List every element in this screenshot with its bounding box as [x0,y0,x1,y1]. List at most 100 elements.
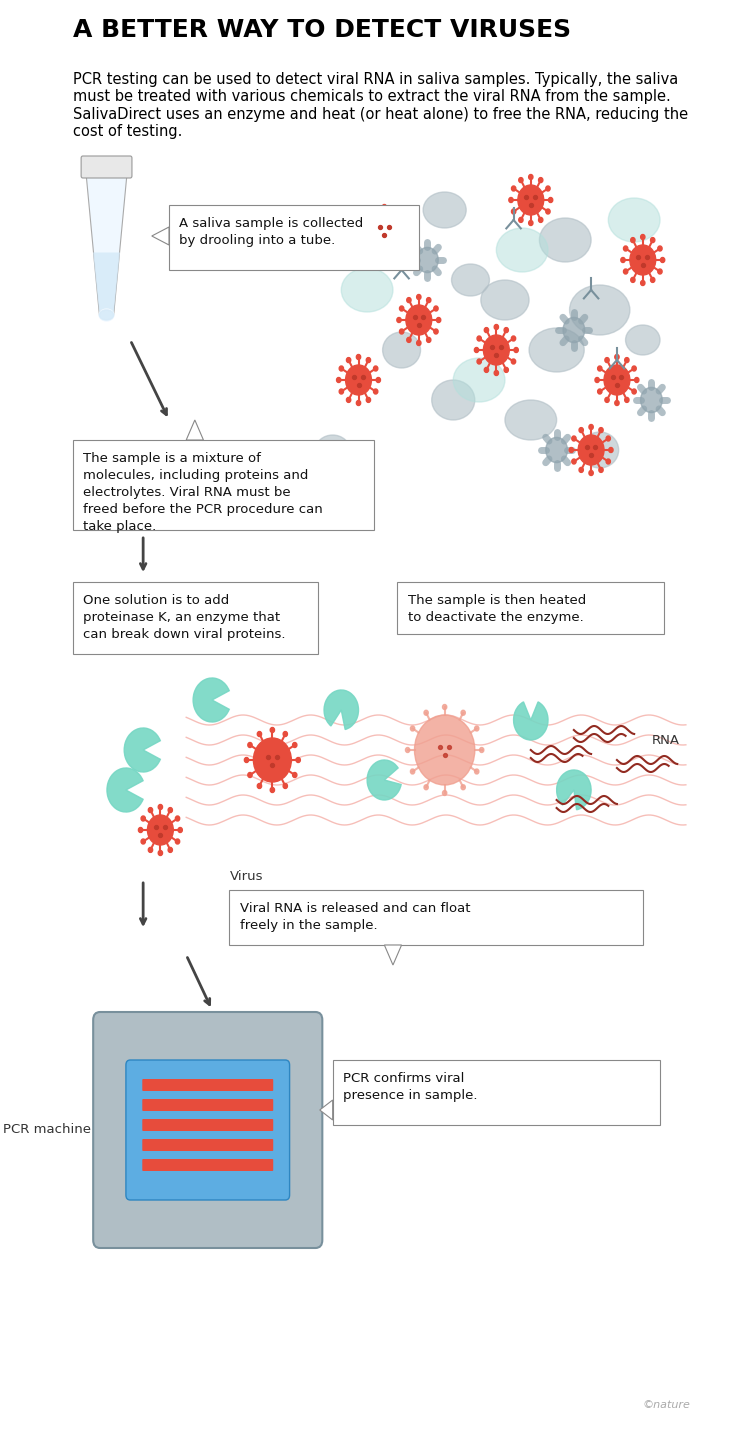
Ellipse shape [382,332,421,368]
Circle shape [623,269,628,274]
Circle shape [475,348,478,352]
Circle shape [658,269,662,274]
Circle shape [417,341,421,345]
Circle shape [609,448,613,453]
Text: ©nature: ©nature [642,1400,690,1411]
Circle shape [494,371,499,375]
Circle shape [563,318,585,342]
Ellipse shape [505,400,556,440]
Circle shape [589,424,593,430]
Circle shape [417,295,421,299]
Point [409,305,421,328]
Ellipse shape [423,192,466,228]
Circle shape [357,355,360,359]
Circle shape [569,448,574,453]
Circle shape [641,388,662,412]
Circle shape [363,228,366,232]
Circle shape [248,743,252,748]
Circle shape [631,278,635,282]
Point [383,216,395,239]
Circle shape [631,238,635,242]
Circle shape [147,815,173,845]
Circle shape [372,248,376,252]
FancyBboxPatch shape [81,156,132,178]
FancyBboxPatch shape [333,1060,660,1126]
Circle shape [621,258,625,262]
Circle shape [410,726,415,730]
Ellipse shape [608,198,660,242]
Circle shape [417,248,439,272]
Circle shape [270,788,275,792]
Wedge shape [556,770,591,809]
Circle shape [382,251,387,255]
Circle shape [484,328,489,332]
Circle shape [480,748,484,752]
Circle shape [293,743,297,748]
Point [520,186,532,209]
Circle shape [176,839,179,843]
Ellipse shape [99,309,113,319]
Point [348,365,360,388]
Circle shape [382,205,387,209]
Point [641,245,653,268]
Circle shape [392,248,397,252]
Point [150,816,162,839]
Circle shape [178,828,182,832]
Point [417,305,429,328]
Circle shape [293,772,297,778]
Circle shape [283,732,288,736]
Circle shape [427,338,431,342]
Circle shape [461,785,466,789]
Circle shape [336,378,341,382]
Point [443,736,455,759]
Point [607,365,619,388]
Point [525,193,537,216]
Circle shape [519,218,523,222]
Ellipse shape [581,432,619,468]
FancyBboxPatch shape [397,581,665,634]
Circle shape [372,208,376,212]
Point [270,746,282,769]
Ellipse shape [454,358,505,402]
FancyBboxPatch shape [142,1098,273,1111]
Ellipse shape [99,309,114,321]
Circle shape [392,208,397,212]
FancyBboxPatch shape [169,205,419,271]
Circle shape [650,238,655,242]
Circle shape [623,246,628,251]
Circle shape [424,710,428,715]
Point [495,335,507,358]
Text: The sample is a mixture of
molecules, including proteins and
electrolytes. Viral: The sample is a mixture of molecules, in… [83,453,323,533]
FancyBboxPatch shape [126,1060,290,1200]
Circle shape [529,175,533,179]
FancyBboxPatch shape [142,1138,273,1151]
Text: Virus: Virus [230,871,264,884]
Point [352,374,364,397]
Circle shape [434,329,438,334]
Circle shape [270,727,275,733]
Circle shape [484,368,489,372]
Text: A BETTER WAY TO DETECT VIRUSES: A BETTER WAY TO DETECT VIRUSES [73,19,571,42]
Circle shape [641,235,645,239]
Circle shape [504,368,508,372]
Circle shape [615,401,619,405]
Text: A saliva sample is collected
by drooling into a tube.: A saliva sample is collected by drooling… [179,218,363,246]
Wedge shape [514,702,548,740]
Circle shape [407,298,411,302]
Point [486,335,498,358]
Circle shape [599,467,603,473]
Circle shape [595,378,599,382]
Circle shape [519,178,523,183]
Circle shape [244,758,249,762]
Circle shape [511,209,516,213]
Circle shape [258,732,261,736]
Circle shape [509,198,513,202]
Circle shape [407,338,411,342]
Ellipse shape [432,379,475,420]
Circle shape [511,186,516,190]
Circle shape [598,390,602,394]
Circle shape [400,216,404,221]
Circle shape [138,828,143,832]
Circle shape [296,758,300,762]
Circle shape [248,772,252,778]
